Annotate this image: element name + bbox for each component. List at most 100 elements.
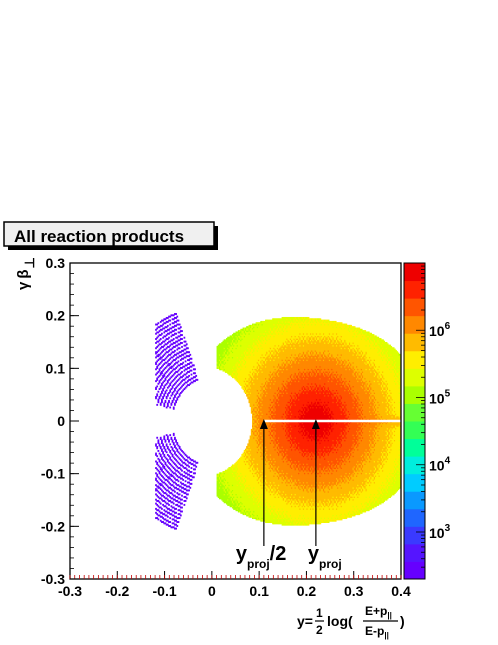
heatmap-cell <box>165 462 167 464</box>
heatmap-cell <box>181 330 183 332</box>
heatmap-cell <box>188 466 190 468</box>
heatmap-cell <box>168 400 170 402</box>
heatmap-cell <box>155 453 157 455</box>
heatmap-cell <box>161 468 163 470</box>
heatmap-cell <box>191 362 193 364</box>
heatmap-cell <box>195 375 197 377</box>
heatmap-cell <box>160 454 162 456</box>
heatmap-cell <box>179 493 181 495</box>
heatmap-cell <box>178 360 180 362</box>
heatmap-cell <box>185 500 187 502</box>
heatmap-cell <box>163 435 165 437</box>
heatmap-cell <box>174 437 176 439</box>
heatmap-cell <box>160 503 162 505</box>
heatmap-cell <box>156 393 158 395</box>
heatmap-cell <box>191 479 193 481</box>
heatmap-cell <box>183 504 185 506</box>
heatmap-cell <box>185 360 187 362</box>
heatmap-cell <box>169 443 171 445</box>
heatmap-cell <box>194 468 196 470</box>
heatmap-cell <box>191 370 193 372</box>
heatmap-cell <box>173 442 175 444</box>
heatmap-cell <box>185 341 187 343</box>
heatmap-cell <box>181 346 183 348</box>
heatmap-cell <box>173 503 175 505</box>
heatmap-cell <box>167 516 169 518</box>
heatmap-cell <box>191 483 193 485</box>
heatmap-cell <box>181 334 183 336</box>
heatmap-cell <box>175 313 177 315</box>
heatmap-cell <box>196 462 198 464</box>
heatmap-cell <box>169 397 171 399</box>
heatmap-cell <box>189 487 191 489</box>
heatmap-cell <box>196 379 198 381</box>
heatmap-cell <box>175 528 177 530</box>
heatmap-cell <box>169 320 171 322</box>
heatmap-cell <box>156 437 158 439</box>
heatmap-cell <box>191 467 193 469</box>
heatmap-cell <box>156 385 158 387</box>
heatmap-cell <box>167 459 169 461</box>
heatmap-cell <box>169 407 171 409</box>
heatmap-cell <box>172 454 174 456</box>
heatmap-cell <box>193 476 195 478</box>
heatmap-cell <box>175 329 177 331</box>
heatmap-cell <box>170 437 172 439</box>
heatmap-cell <box>172 447 174 449</box>
heatmap-cell <box>167 435 169 437</box>
heatmap-cell <box>180 514 182 516</box>
heatmap-cell <box>163 466 165 468</box>
heatmap-cell <box>186 343 188 345</box>
heatmap-cell <box>169 517 171 519</box>
heatmap-cell <box>162 443 164 445</box>
heatmap-cell <box>181 503 183 505</box>
heatmap-cell <box>182 362 184 364</box>
heatmap-cell <box>160 446 162 448</box>
heatmap-cell <box>191 374 193 376</box>
heatmap-cell <box>183 337 185 339</box>
heatmap-cell <box>188 351 190 353</box>
heatmap-cell <box>194 368 196 370</box>
heatmap-cell <box>166 389 168 391</box>
heatmap-cell <box>161 508 163 510</box>
heatmap-cell <box>188 489 190 491</box>
heatmap-cell <box>167 446 169 448</box>
heatmap-cell <box>166 451 168 453</box>
heatmap-cell <box>167 325 169 327</box>
heatmap-cells <box>155 313 401 530</box>
heatmap-cell <box>191 471 193 473</box>
heatmap-cell <box>157 391 159 393</box>
heatmap-cell <box>169 521 171 523</box>
heatmap-cell <box>156 404 158 406</box>
heatmap-cell <box>176 316 178 318</box>
heatmap-cell <box>162 451 164 453</box>
heatmap-cell <box>157 322 159 324</box>
heatmap-cell <box>173 407 175 409</box>
heatmap-cell <box>166 443 168 445</box>
heatmap-cell <box>161 457 163 459</box>
heatmap-cell <box>156 446 158 448</box>
heatmap-cell <box>191 358 193 360</box>
heatmap-cell <box>181 470 183 472</box>
heatmap-cell <box>157 450 159 452</box>
title-box: All reaction products <box>4 222 218 250</box>
heatmap-cell <box>160 437 162 439</box>
heatmap-cell <box>168 439 170 441</box>
heatmap-cell <box>174 350 176 352</box>
heatmap-cell <box>179 347 181 349</box>
heatmap-cell <box>181 507 183 509</box>
chart-title: All reaction products <box>14 227 184 246</box>
heatmap-cell <box>178 521 180 523</box>
heatmap-cell <box>175 512 177 514</box>
heatmap-cell <box>181 342 183 344</box>
heatmap-cell <box>157 439 159 441</box>
heatmap-cell <box>178 320 180 322</box>
heatmap-cell <box>174 445 176 447</box>
heatmap-cell <box>175 333 177 335</box>
heatmap-cell <box>182 479 184 481</box>
heatmap-cell <box>195 466 197 468</box>
heatmap-cell <box>169 434 171 436</box>
heatmap-cell <box>172 439 174 441</box>
heatmap-cell <box>163 446 165 448</box>
heatmap-cell <box>165 449 167 451</box>
